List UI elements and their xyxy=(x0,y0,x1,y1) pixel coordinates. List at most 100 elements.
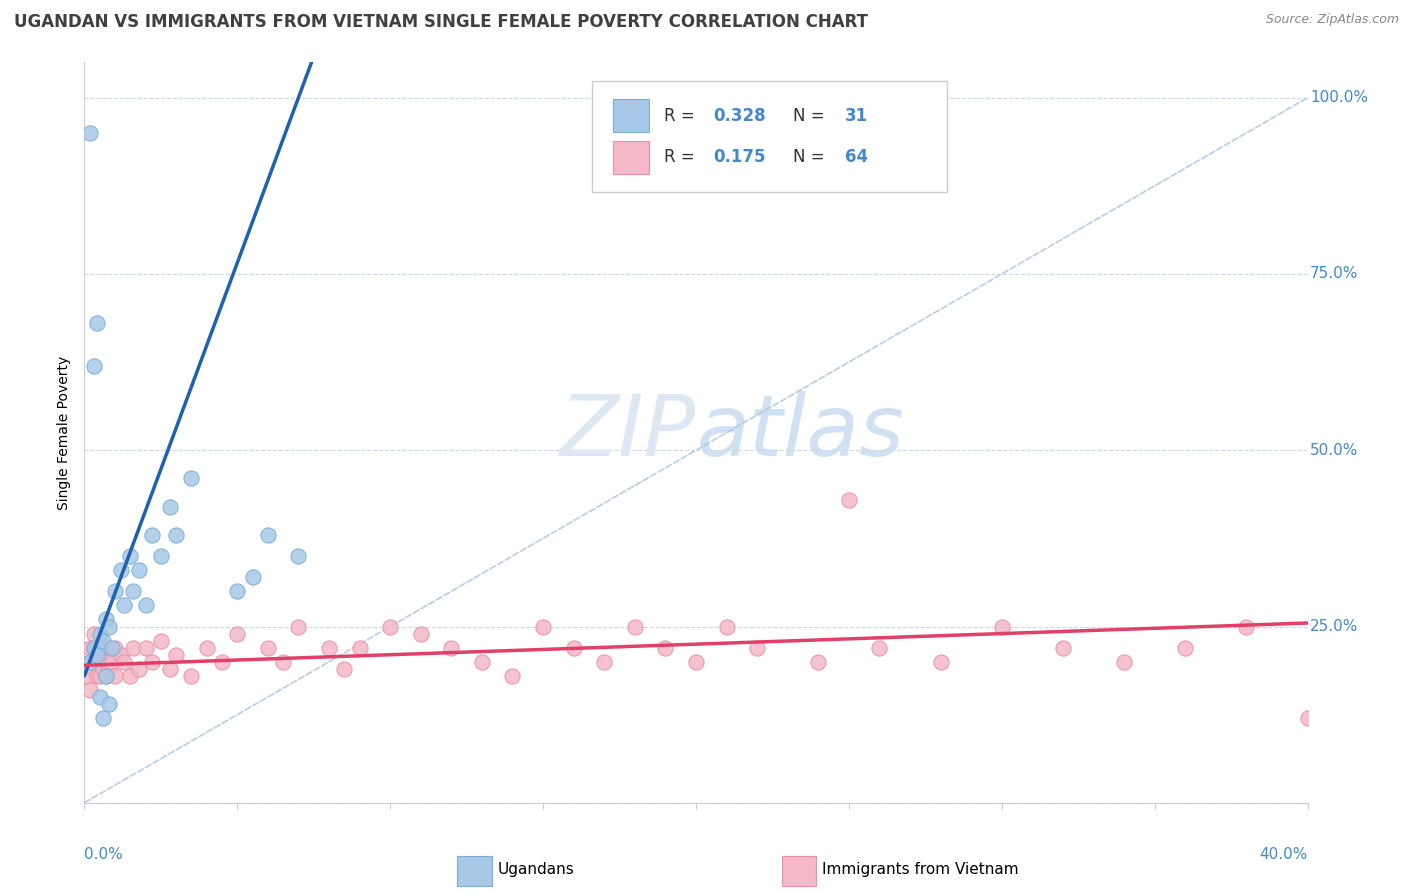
Point xyxy=(195,640,218,655)
Point xyxy=(141,528,163,542)
Text: 100.0%: 100.0% xyxy=(1310,90,1368,105)
Point xyxy=(257,640,280,655)
Text: R =: R = xyxy=(664,148,700,166)
Point xyxy=(440,640,463,655)
Point xyxy=(104,669,127,683)
Text: 25.0%: 25.0% xyxy=(1310,619,1358,634)
Point xyxy=(76,669,98,683)
Point xyxy=(79,655,101,669)
Point xyxy=(685,655,707,669)
Point xyxy=(104,584,127,599)
Point xyxy=(624,619,647,633)
FancyBboxPatch shape xyxy=(592,81,946,192)
Text: 0.175: 0.175 xyxy=(713,148,766,166)
Text: 0.0%: 0.0% xyxy=(84,847,124,863)
Point xyxy=(97,619,120,633)
Point xyxy=(380,619,402,633)
Point xyxy=(120,549,142,563)
Point xyxy=(83,640,105,655)
Point xyxy=(128,662,150,676)
Point xyxy=(94,669,117,683)
Point xyxy=(531,619,554,633)
Point xyxy=(83,359,105,373)
Point xyxy=(165,648,187,662)
Text: 64: 64 xyxy=(845,148,869,166)
Point xyxy=(112,655,135,669)
FancyBboxPatch shape xyxy=(613,99,650,132)
Point xyxy=(89,655,111,669)
Point xyxy=(135,640,157,655)
Point xyxy=(929,655,952,669)
Point xyxy=(211,655,233,669)
Point xyxy=(110,563,132,577)
Text: UGANDAN VS IMMIGRANTS FROM VIETNAM SINGLE FEMALE POVERTY CORRELATION CHART: UGANDAN VS IMMIGRANTS FROM VIETNAM SINGL… xyxy=(14,13,868,31)
Point xyxy=(141,655,163,669)
FancyBboxPatch shape xyxy=(782,856,815,886)
Point xyxy=(86,669,108,683)
Point xyxy=(97,697,120,711)
Point xyxy=(149,633,172,648)
Point xyxy=(242,570,264,584)
Point xyxy=(94,612,117,626)
Point xyxy=(120,669,142,683)
Point xyxy=(86,655,108,669)
Point xyxy=(271,655,294,669)
Point xyxy=(287,549,309,563)
Point xyxy=(349,640,371,655)
Point xyxy=(869,640,891,655)
Point xyxy=(83,662,105,676)
Text: 31: 31 xyxy=(845,107,869,125)
Point xyxy=(562,640,585,655)
Point xyxy=(502,669,524,683)
Text: Immigrants from Vietnam: Immigrants from Vietnam xyxy=(823,862,1018,877)
Text: 75.0%: 75.0% xyxy=(1310,267,1358,282)
Point xyxy=(1052,640,1074,655)
Point xyxy=(593,655,616,669)
Point xyxy=(135,599,157,613)
Point xyxy=(91,640,114,655)
Point xyxy=(991,619,1014,633)
Point xyxy=(101,640,124,655)
Text: 50.0%: 50.0% xyxy=(1310,442,1358,458)
Point xyxy=(165,528,187,542)
Point xyxy=(122,640,145,655)
Point xyxy=(89,690,111,704)
Text: N =: N = xyxy=(793,107,830,125)
Point xyxy=(97,662,120,676)
Point xyxy=(97,640,120,655)
Text: ZIP: ZIP xyxy=(560,391,696,475)
Point xyxy=(91,633,114,648)
Point xyxy=(838,492,860,507)
Point xyxy=(1174,640,1197,655)
Y-axis label: Single Female Poverty: Single Female Poverty xyxy=(58,356,72,509)
Point xyxy=(110,648,132,662)
Point xyxy=(89,626,111,640)
Point xyxy=(128,563,150,577)
Point xyxy=(94,655,117,669)
Point xyxy=(807,655,830,669)
Point xyxy=(226,626,249,640)
Point xyxy=(1236,619,1258,633)
Text: R =: R = xyxy=(664,107,700,125)
Point xyxy=(716,619,738,633)
Point xyxy=(654,640,676,655)
Point xyxy=(86,316,108,330)
Point xyxy=(91,711,114,725)
Text: atlas: atlas xyxy=(696,391,904,475)
Point xyxy=(257,528,280,542)
Point xyxy=(180,669,202,683)
Point xyxy=(287,619,309,633)
Point xyxy=(83,626,105,640)
Text: Ugandans: Ugandans xyxy=(498,862,575,877)
Text: N =: N = xyxy=(793,148,830,166)
Point xyxy=(94,669,117,683)
Point xyxy=(409,626,432,640)
Point xyxy=(318,640,340,655)
Point xyxy=(104,640,127,655)
Point xyxy=(86,648,108,662)
Point xyxy=(89,640,111,655)
FancyBboxPatch shape xyxy=(457,856,492,886)
Point xyxy=(159,500,181,514)
Text: 0.328: 0.328 xyxy=(713,107,766,125)
Point xyxy=(149,549,172,563)
